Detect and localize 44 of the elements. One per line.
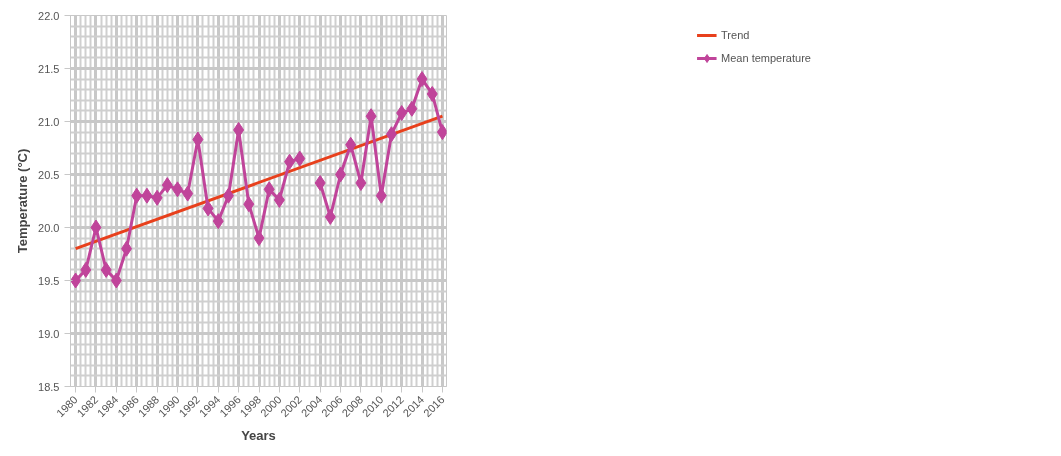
y-tick-label: 20.0 <box>38 221 60 234</box>
point <box>396 105 408 122</box>
point <box>90 219 102 236</box>
y-tick-label: 18.5 <box>38 380 60 393</box>
point <box>273 191 285 208</box>
legend-label: Mean temperature <box>721 52 811 64</box>
point <box>406 100 418 117</box>
point <box>202 200 214 217</box>
point <box>345 136 357 153</box>
point <box>324 208 336 225</box>
y-tick-label: 21.5 <box>38 62 60 75</box>
point <box>243 196 255 213</box>
point <box>151 189 163 206</box>
y-tick-label: 21.0 <box>38 115 60 128</box>
y-axis-title: Temperature (°C) <box>15 148 31 254</box>
point <box>80 261 92 278</box>
point <box>385 126 397 143</box>
point <box>222 187 234 204</box>
point <box>314 174 326 191</box>
point <box>141 187 153 204</box>
point <box>253 230 265 247</box>
point <box>131 187 143 204</box>
point <box>233 121 245 138</box>
point <box>426 85 438 102</box>
point <box>212 213 224 230</box>
point <box>171 181 183 198</box>
y-tick-label: 20.5 <box>38 168 60 181</box>
point <box>284 153 296 170</box>
point <box>335 166 347 183</box>
point <box>161 177 173 194</box>
point <box>294 150 306 167</box>
point <box>121 240 133 257</box>
y-tick-label: 19.0 <box>38 327 60 340</box>
x-axis-title: Years <box>241 428 276 444</box>
point <box>70 272 82 289</box>
y-tick-label: 19.5 <box>38 274 60 287</box>
y-tick-label: 22.0 <box>38 9 60 22</box>
point <box>416 71 428 88</box>
point <box>182 185 194 202</box>
point <box>110 272 122 289</box>
point <box>355 174 367 191</box>
point <box>100 261 112 278</box>
point <box>263 181 275 198</box>
legend-label: Trend <box>721 29 750 41</box>
